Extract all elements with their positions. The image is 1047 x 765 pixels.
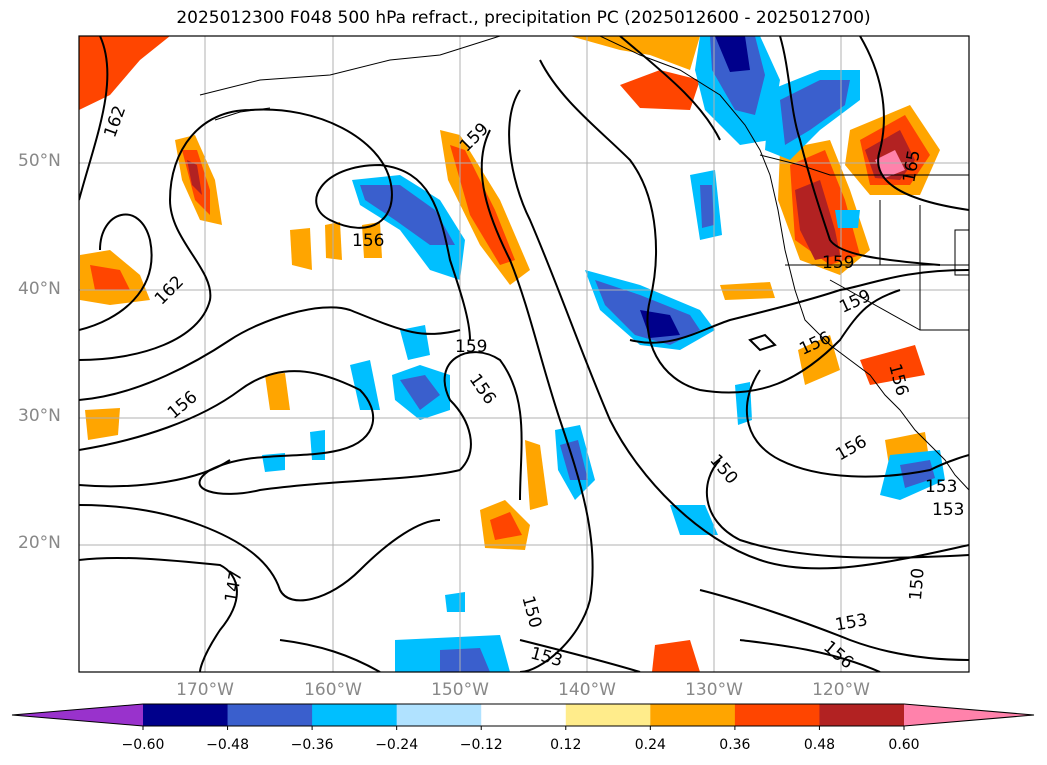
shade-negative [900, 460, 935, 488]
shade-positive [490, 512, 522, 540]
contour-label: 156 [352, 231, 384, 251]
lat-label-40n: 40°N [18, 279, 61, 299]
shade-negative [640, 310, 680, 338]
lon-label-130w: 130°W [685, 680, 743, 700]
contour-label: 153 [528, 643, 565, 671]
shade-positive [362, 222, 382, 258]
colorbar-tick-label: 0.60 [888, 737, 920, 753]
shade-positive [652, 640, 700, 672]
colorbar-tick-label: 0.24 [634, 737, 666, 753]
shade-negative [560, 440, 588, 480]
shade-positive [720, 282, 775, 300]
contour-label: 156 [832, 432, 870, 466]
colorbar-tick-label: −0.60 [121, 737, 165, 753]
shade-negative [715, 36, 750, 72]
colorbar-segment [312, 704, 398, 726]
contour-label: 156 [465, 370, 500, 408]
colorbar-extend-high [904, 704, 1034, 726]
colorbar [11, 703, 1035, 730]
shade-negative [735, 382, 752, 425]
shade-negative [360, 185, 455, 245]
contour-label: 162 [151, 272, 188, 309]
contour-label: 159 [822, 253, 854, 273]
colorbar-tick-label: 0.36 [719, 737, 751, 753]
shade-negative [700, 185, 714, 228]
shade-negative [440, 648, 490, 672]
shade-positive [290, 228, 312, 270]
colorbar-tick-label: −0.36 [290, 737, 334, 753]
contour-label: 162 [100, 103, 130, 140]
colorbar-tick-label: −0.48 [206, 737, 249, 753]
shade-positive [90, 265, 130, 290]
contour-label: 150 [517, 594, 545, 631]
lat-label-50n: 50°N [18, 151, 61, 171]
contour-label: 147 [221, 569, 246, 604]
colorbar-tick-label: −0.24 [375, 737, 419, 753]
colorbar-segment [734, 704, 820, 726]
map-title: 2025012300 F048 500 hPa refract., precip… [176, 8, 871, 28]
colorbar-tick-label: 0.12 [550, 737, 582, 753]
colorbar-segment [481, 704, 567, 726]
shade-positive [610, 365, 655, 392]
colorbar-segment [650, 704, 736, 726]
contour-label: 150 [906, 567, 929, 601]
colorbar-segment [227, 704, 313, 726]
shade-positive [525, 440, 548, 510]
precipitation-shading [79, 36, 945, 672]
colorbar-segment [143, 704, 229, 726]
shade-positive [860, 345, 925, 385]
lat-label-20n: 20°N [18, 533, 61, 553]
shade-positive [79, 36, 170, 110]
shade-positive [187, 160, 202, 195]
graticule [79, 36, 969, 672]
colorbar-extend-low [12, 704, 143, 726]
colorbar-segment [819, 704, 905, 726]
lon-label-140w: 140°W [558, 680, 616, 700]
shade-positive [795, 180, 840, 260]
lon-label-120w: 120°W [812, 680, 870, 700]
lat-label-30n: 30°N [18, 406, 61, 426]
colorbar-tick-label: 0.48 [803, 737, 836, 753]
contour-label: 153 [834, 610, 869, 635]
shade-negative [310, 430, 325, 460]
refractivity-contours [79, 36, 969, 672]
shade-negative [835, 210, 860, 228]
contour-label: 159 [455, 337, 487, 357]
shade-positive [570, 36, 700, 70]
shade-negative [400, 375, 440, 410]
shade-positive [265, 373, 290, 410]
contour-label: 156 [819, 637, 857, 673]
colorbar-tick-label: −0.12 [459, 737, 503, 753]
shade-positive [620, 70, 700, 110]
contour-label: 153 [925, 477, 957, 497]
map-border [78, 35, 970, 673]
colorbar-segment [565, 704, 651, 726]
shade-positive [875, 150, 905, 178]
contour-label: 150 [705, 451, 741, 489]
lon-label-160w: 160°W [304, 680, 362, 700]
lon-label-170w: 170°W [176, 680, 234, 700]
colorbar-segment [396, 704, 482, 726]
shade-negative [350, 360, 380, 410]
contour-label: 153 [932, 500, 964, 520]
shade-negative [445, 592, 465, 612]
shade-positive [85, 408, 120, 440]
lon-label-150w: 150°W [431, 680, 489, 700]
